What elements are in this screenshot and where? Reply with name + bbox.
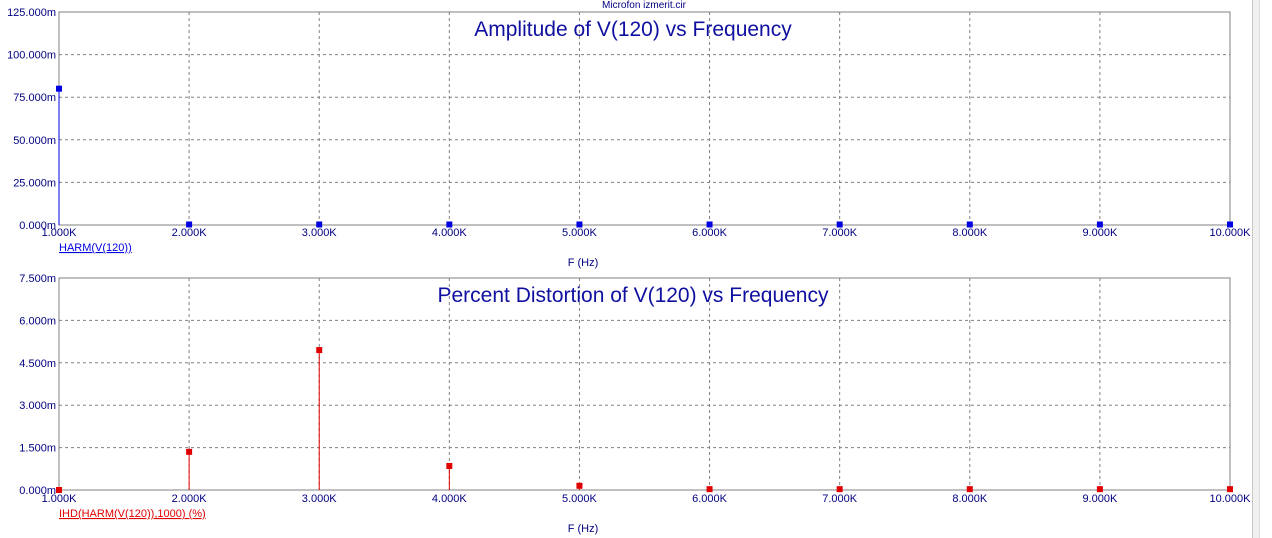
x-tick-label: 7.000K [822, 227, 858, 239]
x-axis-label: F (Hz) [568, 523, 599, 535]
x-tick-label: 2.000K [172, 493, 208, 505]
data-point [836, 486, 843, 493]
y-tick-label: 1.500m [19, 443, 56, 455]
x-tick-label: 7.000K [822, 493, 858, 505]
distortion-chart: 1.000K 2.000K 3.000K 4.000K 5.000K 6.000K 7.00… [19, 273, 1251, 535]
data-point [836, 221, 843, 228]
data-point [706, 486, 713, 493]
x-tick-label: 3.000K [302, 493, 338, 505]
x-tick-label: 10.000K [1210, 227, 1252, 239]
x-tick-label: 5.000K [562, 493, 598, 505]
data-point [186, 221, 193, 228]
x-tick-label: 6.000K [692, 227, 728, 239]
y-tick-label: 25.000m [13, 177, 56, 189]
x-tick-label: 10.000K [1210, 493, 1252, 505]
data-point [1096, 221, 1103, 228]
amplitude-chart: 1.000K 2.000K 3.000K 4.000K 5.000K 6.000K 7.00… [7, 7, 1251, 269]
data-point [966, 486, 973, 493]
y-tick-label: 75.000m [13, 92, 56, 104]
y-tick-label: 0.000m [19, 220, 56, 232]
x-tick-label: 6.000K [692, 493, 728, 505]
data-point [316, 221, 323, 228]
x-axis-label: F (Hz) [568, 257, 599, 269]
x-tick-label: 4.000K [432, 227, 468, 239]
file-title: Microfon izmerit.cir [602, 0, 687, 11]
x-tick-label: 8.000K [952, 493, 988, 505]
x-tick-label: 1.000K [42, 227, 78, 239]
y-tick-label: 7.500m [19, 273, 56, 285]
data-point [1227, 486, 1233, 493]
x-tick-label: 4.000K [432, 493, 468, 505]
x-tick-label: 2.000K [172, 227, 208, 239]
x-tick-label: 9.000K [1082, 227, 1118, 239]
y-tick-label: 0.000m [19, 485, 56, 497]
y-tick-label: 3.000m [19, 400, 56, 412]
data-point [56, 85, 62, 92]
data-point [56, 487, 62, 493]
data-point [1096, 486, 1103, 493]
window-edge [1259, 0, 1272, 538]
legend-label: IHD(HARM(V(120)),1000) (%) [59, 508, 206, 520]
data-point [706, 221, 713, 228]
data-point [446, 221, 453, 228]
y-tick-label: 50.000m [13, 135, 56, 147]
x-tick-label: 9.000K [1082, 493, 1118, 505]
x-tick-label: 1.000K [42, 493, 78, 505]
data-point [576, 221, 583, 228]
x-tick-label: 8.000K [952, 227, 988, 239]
y-tick-label: 4.500m [19, 358, 56, 370]
data-point [186, 448, 193, 455]
data-point [446, 462, 453, 469]
legend-label: HARM(V(120)) [59, 242, 132, 254]
data-point [316, 347, 323, 354]
y-tick-label: 100.000m [7, 50, 56, 62]
data-point [966, 221, 973, 228]
plot-frame [58, 277, 1231, 491]
y-tick-label: 125.000m [7, 7, 56, 19]
chart-title: Amplitude of V(120) vs Frequency [474, 18, 792, 41]
plot-frame [58, 11, 1231, 226]
data-point [1227, 221, 1233, 228]
y-tick-label: 6.000m [19, 315, 56, 327]
x-tick-label: 3.000K [302, 227, 338, 239]
x-tick-label: 5.000K [562, 227, 598, 239]
data-point [576, 482, 583, 489]
chart-title: Percent Distortion of V(120) vs Frequenc… [437, 284, 829, 307]
